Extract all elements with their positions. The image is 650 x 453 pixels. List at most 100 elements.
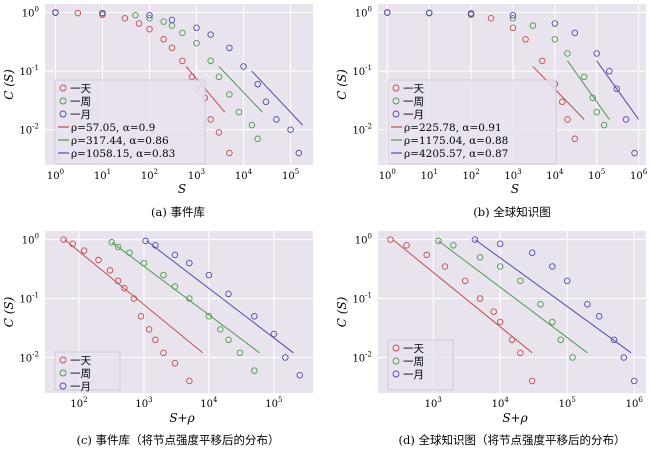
- x-axis-label: S+ρ: [502, 411, 527, 425]
- data-point-1: [571, 135, 579, 143]
- legend-marker: [59, 84, 67, 92]
- fit-line-1: [392, 239, 533, 354]
- data-point-2: [225, 336, 232, 344]
- legend-label: 一天: [403, 343, 424, 355]
- data-point-1: [80, 247, 88, 254]
- data-point-3: [146, 11, 153, 19]
- data-point-1: [441, 263, 449, 270]
- data-point-3: [471, 236, 479, 243]
- data-point-2: [114, 243, 122, 251]
- data-point-3: [593, 50, 600, 57]
- x-tick-label: 105: [588, 168, 605, 182]
- x-tick-label: 104: [492, 396, 510, 410]
- data-point-1: [496, 318, 504, 326]
- legend-label: ρ=57.05, α=0.9: [71, 122, 155, 134]
- x-tick-label: 105: [282, 168, 299, 182]
- data-point-2: [476, 254, 484, 261]
- legend-marker: [59, 356, 67, 364]
- data-point-1: [403, 242, 410, 249]
- data-point-1: [137, 313, 145, 320]
- fit-line-2: [567, 60, 610, 120]
- legend-label: 一周: [70, 368, 91, 380]
- data-point-3: [425, 9, 433, 17]
- data-point-2: [537, 301, 544, 308]
- data-point-1: [538, 57, 546, 65]
- legend-label: 一周: [403, 96, 424, 108]
- data-point-1: [423, 251, 430, 259]
- data-point-1: [160, 349, 167, 357]
- data-point-3: [549, 263, 556, 270]
- data-point-1: [106, 267, 114, 274]
- data-point-2: [193, 39, 200, 47]
- data-point-2: [509, 14, 517, 22]
- legend-box: [387, 79, 557, 165]
- x-tick-label: 104: [546, 168, 564, 182]
- data-point-2: [529, 22, 537, 29]
- legend-box: [54, 79, 206, 165]
- data-point-3: [171, 251, 179, 259]
- data-point-2: [600, 121, 608, 129]
- y-tick-label: 10-2: [352, 351, 372, 365]
- data-point-1: [564, 116, 571, 123]
- data-point-1: [60, 236, 67, 243]
- legend-label: 一天: [403, 83, 424, 95]
- data-point-1: [135, 20, 143, 27]
- y-axis-label: C (S): [335, 69, 349, 100]
- legend-marker: [392, 357, 400, 365]
- data-point-2: [549, 318, 556, 326]
- data-point-3: [384, 9, 391, 16]
- y-tick-label: 100: [22, 233, 39, 247]
- data-point-1: [226, 149, 233, 157]
- data-point-1: [121, 284, 128, 292]
- data-point-3: [225, 290, 232, 298]
- data-point-3: [528, 249, 536, 256]
- y-tick-label: 100: [355, 6, 372, 20]
- data-point-3: [205, 271, 213, 279]
- data-point-1: [179, 57, 186, 65]
- data-point-2: [235, 108, 243, 116]
- data-point-3: [584, 301, 591, 308]
- legend-label: 一天: [70, 355, 91, 367]
- x-tick-label: 104: [235, 168, 253, 182]
- y-tick-label: 10-1: [19, 64, 39, 78]
- data-point-3: [282, 354, 289, 361]
- data-point-2: [205, 313, 213, 320]
- data-point-3: [186, 259, 193, 267]
- data-point-1: [522, 36, 529, 43]
- data-point-2: [146, 14, 153, 22]
- fit-line-1: [532, 66, 585, 120]
- legend-label: 一月: [403, 369, 424, 381]
- data-point-3: [613, 85, 620, 93]
- x-tick-label: 103: [135, 396, 152, 410]
- legend-marker: [392, 84, 400, 92]
- data-point-2: [179, 29, 186, 37]
- data-point-3: [467, 10, 475, 17]
- legend-marker: [59, 382, 67, 390]
- data-point-2: [248, 121, 256, 129]
- y-axis-label: C (S): [2, 296, 16, 327]
- data-point-2: [217, 326, 224, 333]
- data-point-3: [254, 80, 261, 88]
- data-point-1: [95, 256, 102, 264]
- figure-caption: (d) 全球知识图（将节点强度平移后的分布）: [399, 433, 626, 447]
- data-point-2: [496, 263, 504, 270]
- y-tick-label: 100: [355, 233, 372, 247]
- data-point-1: [509, 24, 517, 32]
- data-point-1: [121, 14, 129, 22]
- figure-caption: (b) 全球知识图: [473, 205, 551, 219]
- legend-label: 一月: [70, 381, 91, 393]
- x-tick-label: 106: [630, 168, 648, 182]
- data-point-3: [630, 377, 638, 385]
- data-point-2: [593, 108, 600, 116]
- data-point-3: [551, 20, 559, 27]
- data-point-3: [270, 330, 278, 338]
- legend-label: 一周: [403, 356, 424, 368]
- legend-label: 一月: [403, 109, 424, 121]
- data-point-1: [152, 336, 159, 344]
- x-tick-label: 106: [626, 396, 644, 410]
- data-point-3: [563, 277, 571, 285]
- data-point-3: [296, 372, 303, 379]
- data-point-3: [262, 98, 270, 106]
- legend-label: ρ=225.78, α=0.91: [404, 122, 502, 134]
